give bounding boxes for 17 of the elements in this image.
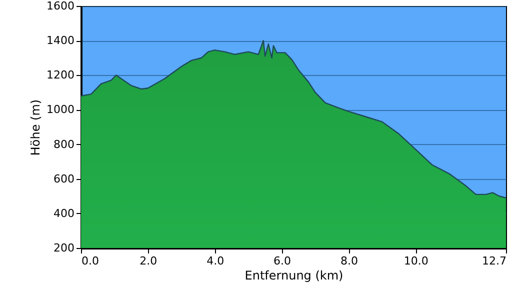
- y-tick-label: 400: [54, 206, 74, 220]
- y-tick-label: 1600: [46, 0, 74, 12]
- y-tick-label: 1000: [46, 103, 74, 116]
- y-tick-label: 200: [54, 242, 74, 254]
- y-tick-label: 600: [54, 172, 74, 186]
- y-tick-label: 800: [54, 138, 74, 151]
- x-tick-label: 12.7: [482, 254, 506, 268]
- y-tick-label: 1400: [46, 34, 74, 48]
- x-tick-label: 4.0: [206, 254, 224, 268]
- x-tick-label: 10.0: [404, 254, 428, 268]
- x-tick-label: 2.0: [140, 254, 158, 268]
- x-tick-label: 6.0: [274, 254, 292, 268]
- x-axis-title: Entfernung (km): [244, 268, 344, 282]
- y-axis-title: Höhe (m): [28, 99, 43, 156]
- y-tick-label: 1200: [46, 68, 74, 82]
- x-tick-label: 0.0: [82, 254, 99, 268]
- x-tick-label: 8.0: [340, 254, 358, 268]
